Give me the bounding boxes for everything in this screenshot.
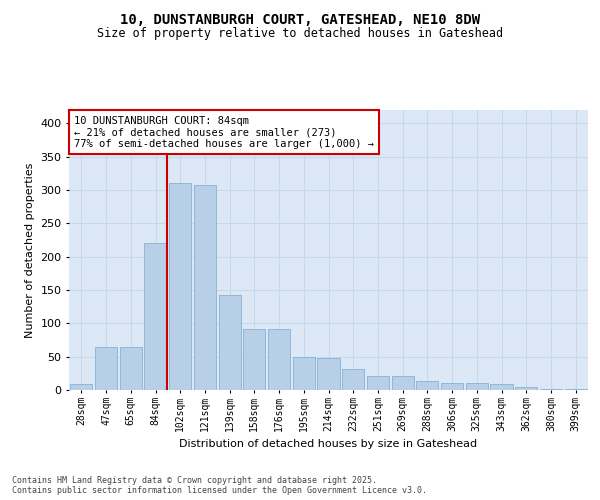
Bar [367,376,389,390]
Bar [490,384,512,390]
Bar [218,294,241,390]
Y-axis label: Number of detached properties: Number of detached properties [25,162,35,338]
Bar [342,368,364,390]
Bar [515,388,538,390]
Text: 10, DUNSTANBURGH COURT, GATESHEAD, NE10 8DW: 10, DUNSTANBURGH COURT, GATESHEAD, NE10 … [120,12,480,26]
Bar [169,184,191,390]
Text: Size of property relative to detached houses in Gateshead: Size of property relative to detached ho… [97,28,503,40]
Bar [70,384,92,390]
Bar [145,244,167,390]
Text: 10 DUNSTANBURGH COURT: 84sqm
← 21% of detached houses are smaller (273)
77% of s: 10 DUNSTANBURGH COURT: 84sqm ← 21% of de… [74,116,374,149]
Bar [466,384,488,390]
Bar [392,376,414,390]
Bar [243,328,265,390]
Bar [95,346,117,390]
Bar [565,388,587,390]
Bar [317,358,340,390]
Bar [416,380,439,390]
Bar [268,328,290,390]
X-axis label: Distribution of detached houses by size in Gateshead: Distribution of detached houses by size … [179,439,478,449]
Bar [441,382,463,390]
Text: Contains HM Land Registry data © Crown copyright and database right 2025.
Contai: Contains HM Land Registry data © Crown c… [12,476,427,495]
Bar [194,184,216,390]
Bar [540,388,562,390]
Bar [293,358,315,390]
Bar [119,346,142,390]
